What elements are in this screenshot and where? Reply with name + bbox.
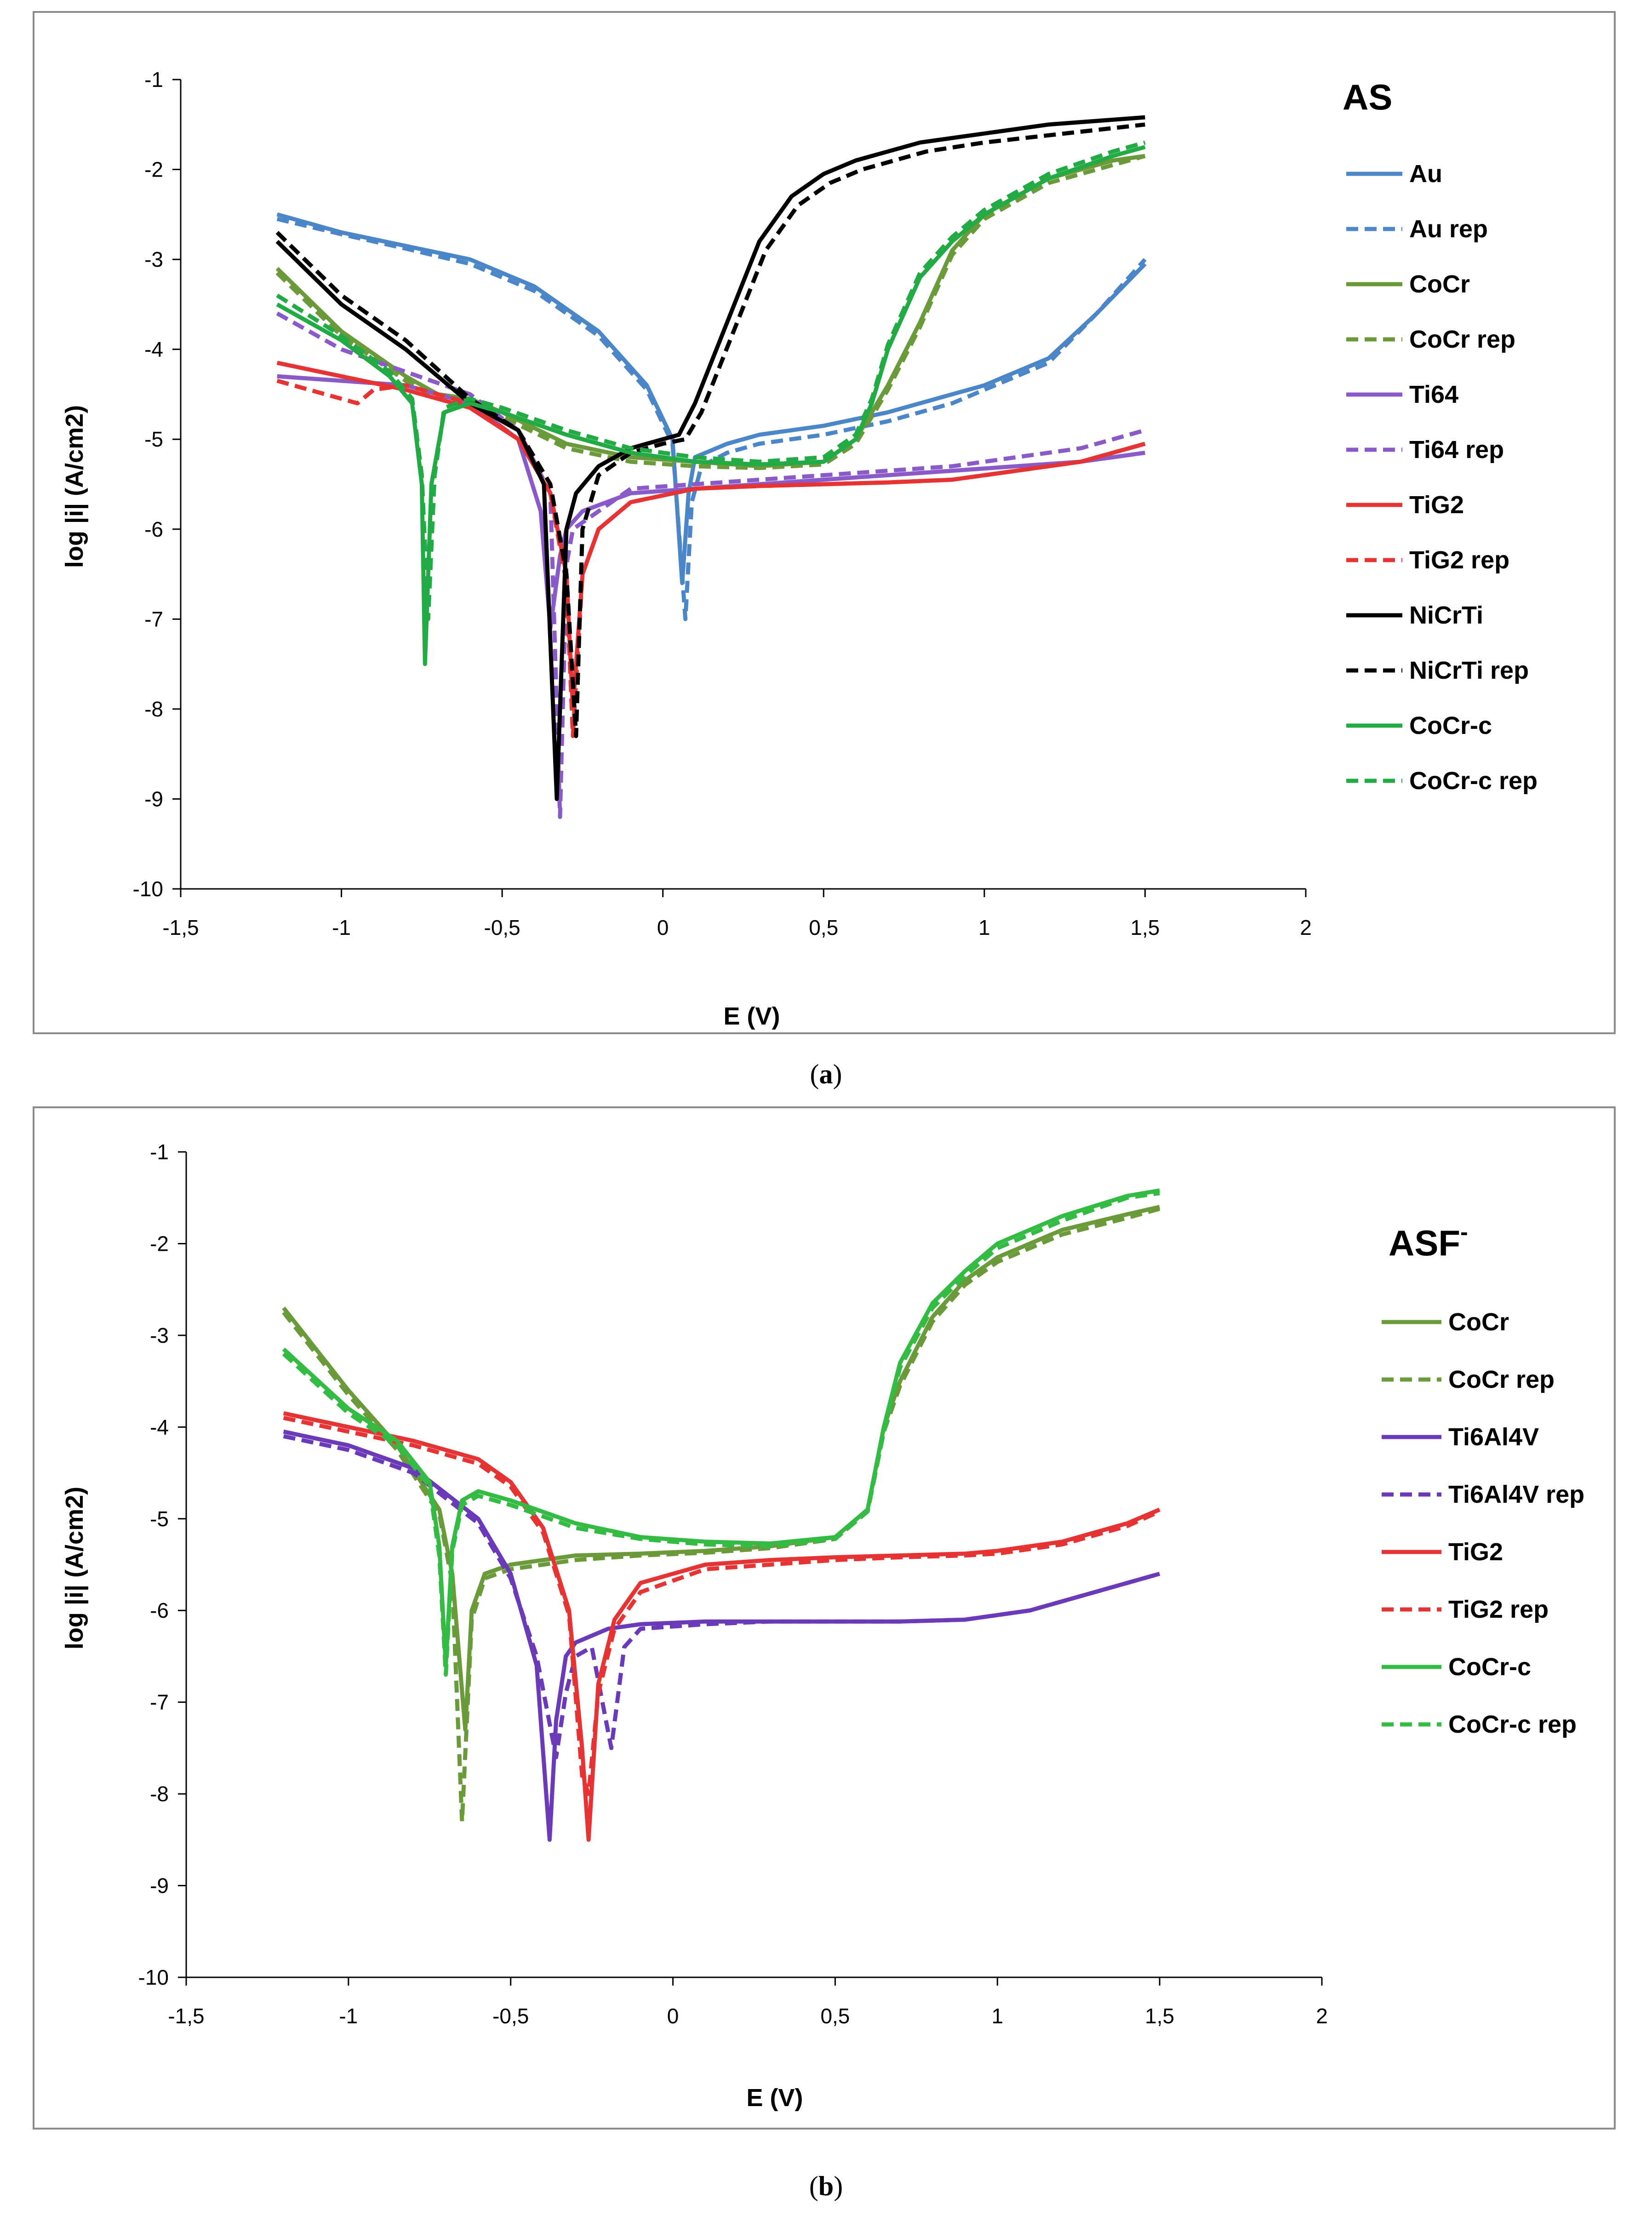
y-tick-label: -4 bbox=[144, 338, 163, 361]
y-tick-label: -1 bbox=[150, 1140, 169, 1164]
y-tick-label: -9 bbox=[144, 787, 163, 811]
legend-label-tig2-rep: TiG2 rep bbox=[1448, 1596, 1549, 1623]
x-tick-label: 0,5 bbox=[820, 2004, 850, 2028]
legend-label-cocr-c-rep: CoCr-c rep bbox=[1409, 767, 1538, 795]
chart-b-svg: -1 -2 -3 -4 -5 -6 -7 -8 -9 -10 -1,5 -1 -0,5 0 0,5 1 1,5 2… bbox=[61, 1140, 1584, 2112]
legend-label-cocr: CoCr bbox=[1448, 1308, 1509, 1336]
caption-b: (b) bbox=[0, 2170, 1652, 2202]
series-line-cocr-c-rep bbox=[276, 140, 1146, 621]
legend-label-ti64-rep: Ti64 rep bbox=[1409, 436, 1504, 464]
legend-label-cocr: CoCr bbox=[1409, 270, 1470, 298]
legend-label-ti6al4v: Ti6Al4V bbox=[1448, 1423, 1539, 1451]
series-group bbox=[275, 115, 1147, 819]
series-line-ti64 bbox=[277, 374, 1146, 630]
series-line-tig2-rep bbox=[283, 1415, 1160, 1796]
y-axis-label: log |i| (A/cm2) bbox=[61, 405, 89, 568]
x-tick-label: 1,5 bbox=[1130, 916, 1160, 939]
x-tick-label: -1 bbox=[339, 2004, 358, 2028]
y-tick-label: -5 bbox=[150, 1507, 169, 1531]
caption-b-open: ( bbox=[809, 2171, 818, 2201]
x-tick-label: 1 bbox=[978, 916, 990, 939]
legend-label-ti64: Ti64 bbox=[1409, 381, 1458, 408]
x-tick-label: -0,5 bbox=[484, 916, 520, 939]
x-axis-label: E (V) bbox=[723, 1002, 780, 1030]
chart-panel-b: -1 -2 -3 -4 -5 -6 -7 -8 -9 -10 -1,5 -1 -0,5 0 0,5 1 1,5 2… bbox=[33, 1106, 1616, 2130]
y-tick-label: -1 bbox=[144, 68, 163, 92]
y-tick-label: -5 bbox=[144, 427, 163, 451]
x-tick-label: 0 bbox=[657, 916, 669, 939]
series-line-tig2-rep bbox=[276, 378, 1146, 739]
y-tick-label: -2 bbox=[144, 158, 163, 182]
y-tick-label: -4 bbox=[150, 1415, 169, 1439]
y-axis-label: log |i| (A/cm2) bbox=[61, 1487, 89, 1649]
x-tick-label: -0,5 bbox=[492, 2004, 529, 2028]
y-tick-label: -6 bbox=[150, 1598, 169, 1622]
x-tick-label: 2 bbox=[1316, 2004, 1328, 2028]
series-line-ti6al4v-rep bbox=[283, 1434, 1160, 1759]
series-line-ti6al4v bbox=[283, 1429, 1160, 1842]
x-axis-label: E (V) bbox=[746, 2084, 803, 2112]
series-line-tig2 bbox=[283, 1411, 1160, 1842]
y-tick-label: -3 bbox=[150, 1323, 169, 1347]
series-line-cocr-rep bbox=[282, 1207, 1160, 1824]
series-line-tig2 bbox=[276, 361, 1146, 711]
legend-label-nicrti: NiCrTi bbox=[1409, 601, 1483, 629]
caption-a-letter: a bbox=[819, 1059, 833, 1089]
x-tick-label: -1 bbox=[332, 916, 351, 939]
y-tick-label: -8 bbox=[150, 1782, 169, 1806]
legend-label-cocr-c-rep: CoCr-c rep bbox=[1448, 1711, 1577, 1738]
x-tick-label: -1,5 bbox=[168, 2004, 204, 2028]
series-group bbox=[282, 1188, 1160, 1842]
caption-b-close: ) bbox=[834, 2171, 843, 2201]
y-tick-label: -9 bbox=[150, 1874, 169, 1898]
y-tick-label: -10 bbox=[138, 1965, 169, 1989]
series-line-cocr-c bbox=[276, 145, 1146, 666]
chart-a-svg: -1 -2 -3 -4 -5 -6 -7 -8 -9 -10 -1,5 -1 -0,5 0 0,5 1 1,5 2… bbox=[61, 68, 1538, 1030]
x-tick-label: 1 bbox=[991, 2004, 1003, 2028]
caption-a-open: ( bbox=[810, 1059, 819, 1089]
series-line-au-rep bbox=[276, 217, 1147, 621]
legend-label-au: Au bbox=[1409, 160, 1442, 188]
legend-label-cocr-rep: CoCr rep bbox=[1448, 1366, 1555, 1393]
legend-label-tig2: TiG2 bbox=[1448, 1538, 1503, 1566]
y-tick-label: -3 bbox=[144, 247, 163, 271]
legend-label-tig2-rep: TiG2 rep bbox=[1409, 546, 1509, 574]
caption-b-letter: b bbox=[818, 2171, 834, 2201]
series-line-cocr bbox=[275, 154, 1146, 469]
series-line-cocr-rep bbox=[275, 154, 1146, 470]
y-tick-label: -7 bbox=[144, 607, 163, 631]
x-tick-label: 0,5 bbox=[809, 916, 838, 939]
chart-title-superscript: - bbox=[1460, 1219, 1468, 1245]
series-line-cocr-c-rep bbox=[282, 1191, 1160, 1677]
legend-label-ti6al4v-rep: Ti6Al4V rep bbox=[1448, 1481, 1584, 1508]
legend-label-cocr-rep: CoCr rep bbox=[1409, 326, 1515, 353]
legend-label-tig2: TiG2 bbox=[1409, 491, 1464, 519]
legend-label-nicrti-rep: NiCrTi rep bbox=[1409, 657, 1529, 684]
y-tick-label: -2 bbox=[150, 1231, 169, 1255]
caption-a-close: ) bbox=[833, 1059, 842, 1089]
y-tick-label: -8 bbox=[144, 697, 163, 721]
x-tick-label: 1,5 bbox=[1145, 2004, 1174, 2028]
y-tick-label: -10 bbox=[133, 877, 163, 901]
series-line-cocr-c bbox=[282, 1188, 1160, 1668]
legend-label-cocr-c: CoCr-c bbox=[1409, 712, 1492, 739]
series-line-au bbox=[276, 212, 1147, 585]
y-tick-label: -7 bbox=[150, 1690, 169, 1714]
legend-label-au-rep: Au rep bbox=[1409, 215, 1488, 243]
chart-title: ASF- bbox=[1389, 1219, 1468, 1263]
x-tick-label: -1,5 bbox=[162, 916, 199, 939]
legend-label-cocr-c: CoCr-c bbox=[1448, 1653, 1531, 1681]
chart-panel-a: -1 -2 -3 -4 -5 -6 -7 -8 -9 -10 -1,5 -1 -0,5 0 0,5 1 1,5 2… bbox=[33, 11, 1616, 1034]
x-tick-label: 2 bbox=[1300, 916, 1312, 939]
chart-title: AS bbox=[1343, 77, 1392, 117]
caption-a: (a) bbox=[0, 1059, 1652, 1090]
series-line-ti64-rep bbox=[276, 311, 1146, 819]
series-line-nicrti-rep bbox=[275, 122, 1145, 739]
y-tick-label: -6 bbox=[144, 517, 163, 541]
x-tick-label: 0 bbox=[667, 2004, 679, 2028]
